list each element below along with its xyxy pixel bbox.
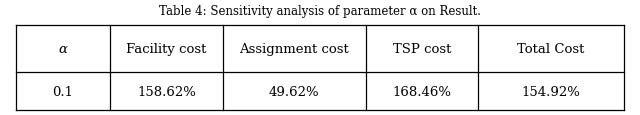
Text: α: α: [59, 42, 68, 55]
Text: Facility cost: Facility cost: [126, 42, 207, 55]
Text: TSP cost: TSP cost: [393, 42, 451, 55]
Text: 0.1: 0.1: [52, 85, 74, 98]
Text: Total Cost: Total Cost: [517, 42, 585, 55]
Text: 158.62%: 158.62%: [137, 85, 196, 98]
Text: Table 4: Sensitivity analysis of parameter α on Result.: Table 4: Sensitivity analysis of paramet…: [159, 5, 481, 17]
Text: 154.92%: 154.92%: [522, 85, 580, 98]
Text: 168.46%: 168.46%: [392, 85, 451, 98]
Text: Assignment cost: Assignment cost: [239, 42, 349, 55]
Text: 49.62%: 49.62%: [269, 85, 319, 98]
